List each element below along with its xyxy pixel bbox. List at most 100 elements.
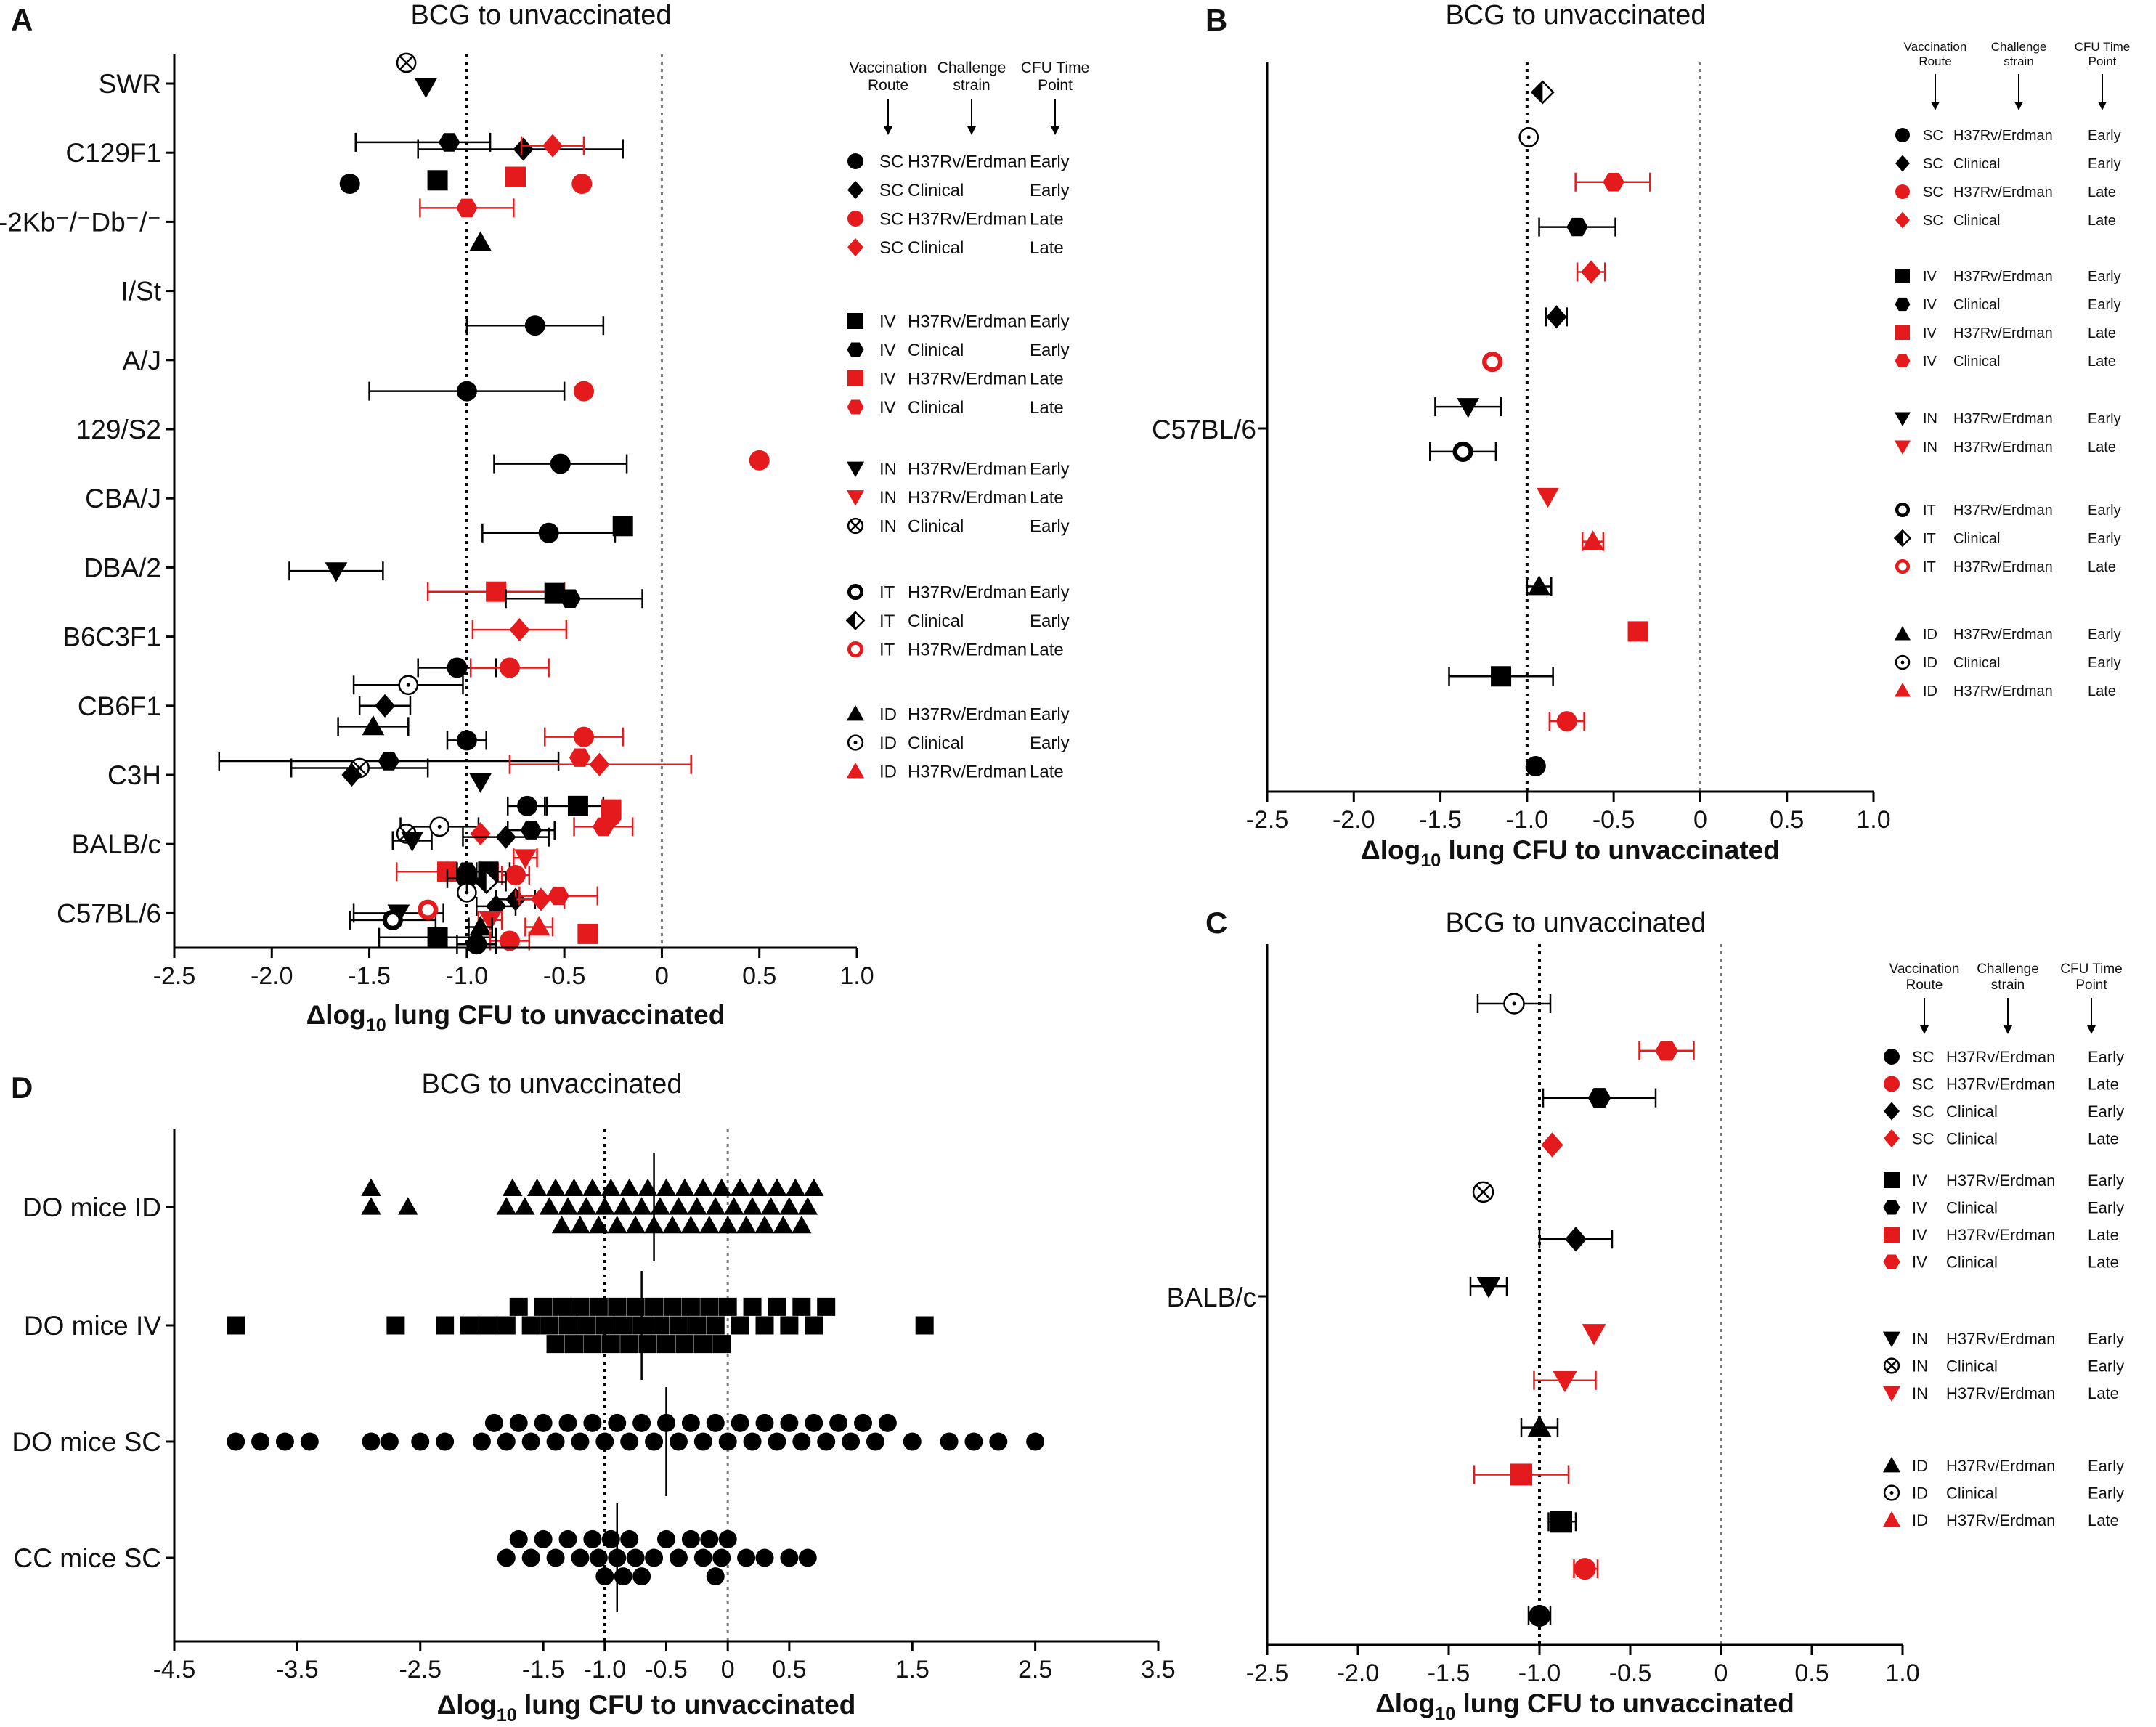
marker-shape <box>546 1335 565 1354</box>
marker-shape <box>688 1316 707 1335</box>
marker-circle <box>574 726 594 747</box>
marker-shape <box>1603 173 1624 192</box>
marker-shape <box>804 1178 824 1196</box>
legend-arrowhead <box>884 126 892 135</box>
marker-tri-up <box>804 1178 824 1196</box>
legend-route: ID <box>1912 1457 1928 1475</box>
legend-header: Vaccination <box>849 60 927 76</box>
x-axis-title-part: lung CFU to unvaccinated <box>517 1690 856 1720</box>
marker-hexagon <box>847 399 864 415</box>
marker-tri-up <box>539 1197 560 1215</box>
marker-shape <box>607 1215 627 1234</box>
marker-shape <box>1581 260 1602 284</box>
chart-title: BCG to unvaccinated <box>1445 0 1706 31</box>
marker-shape <box>553 1297 571 1316</box>
marker-shape <box>527 916 550 936</box>
marker-tri-up <box>736 1215 757 1234</box>
legend-route: IV <box>1923 297 1937 313</box>
marker-square <box>1884 1227 1900 1243</box>
legend-strain: H37Rv/Erdman <box>1953 559 2053 575</box>
marker-shape <box>1566 217 1588 237</box>
marker-tri-down <box>846 461 865 478</box>
marker-square <box>521 1316 540 1335</box>
x-tick-label: 0.5 <box>772 1656 806 1683</box>
marker-shape <box>375 694 396 718</box>
marker-shape <box>1895 354 1911 368</box>
marker-shape <box>499 930 520 951</box>
legend-strain: H37Rv/Erdman <box>1953 411 2053 427</box>
marker-circle <box>632 1413 651 1432</box>
legend-time: Late <box>2088 439 2116 455</box>
marker-shape <box>612 516 633 537</box>
marker-circle <box>571 174 593 195</box>
marker-shape <box>620 1335 639 1354</box>
marker-shape <box>675 1178 695 1196</box>
marker-tri-up <box>711 1178 732 1196</box>
legend-strain: H37Rv/Erdman <box>1946 1511 2055 1529</box>
marker-tri-down <box>401 832 424 852</box>
marker-shape <box>1556 711 1577 732</box>
marker-tri-down <box>325 562 348 582</box>
legend-time: Early <box>2088 655 2121 671</box>
legend-time: Late <box>2088 354 2116 370</box>
marker-shape <box>903 1432 922 1451</box>
marker-circle <box>466 934 487 955</box>
marker-shape <box>651 1316 670 1335</box>
legend-time: Early <box>2088 503 2121 519</box>
marker-square <box>427 170 448 191</box>
marker-circle <box>275 1432 294 1451</box>
marker-square <box>614 1316 632 1335</box>
marker-shape <box>601 1178 622 1196</box>
legend-time: Late <box>2088 1075 2119 1093</box>
marker-shape <box>693 1178 714 1196</box>
legend-route: SC <box>1923 128 1943 144</box>
marker-tri-up <box>1895 683 1911 697</box>
marker-square <box>583 1335 602 1354</box>
marker-shape <box>632 1567 651 1586</box>
legend-time: Early <box>2088 627 2121 643</box>
marker-shape <box>805 1316 823 1335</box>
marker-ring <box>1482 352 1503 373</box>
marker-tri-up <box>693 1178 714 1196</box>
marker-tri-up <box>613 1197 633 1215</box>
legend-time: Late <box>2088 1226 2119 1244</box>
marker-half-diamond <box>845 611 866 630</box>
y-tick-label: A/J <box>123 346 161 375</box>
marker-diamond <box>375 694 396 718</box>
x-tick-label: -1.5 <box>1428 1659 1470 1687</box>
marker-circle <box>645 1548 664 1567</box>
marker-shape <box>325 562 348 582</box>
marker-shape <box>1582 1324 1606 1346</box>
marker-square <box>227 1316 245 1335</box>
marker-square <box>479 1316 497 1335</box>
legend-route: ID <box>879 734 897 753</box>
legend-route: SC <box>1912 1048 1935 1066</box>
y-tick-label: DBA/2 <box>84 553 161 582</box>
marker-shape <box>595 1197 615 1215</box>
marker-circle <box>601 1529 620 1548</box>
legend-time: Early <box>2088 156 2121 172</box>
chart-title: BCG to unvaccinated <box>1445 908 1706 938</box>
marker-hexagon <box>559 589 581 608</box>
marker-hexagon <box>1883 1200 1900 1215</box>
marker-square <box>1895 325 1910 340</box>
marker-square <box>534 1297 553 1316</box>
marker-circle <box>558 1413 577 1432</box>
marker-shape <box>608 1297 627 1316</box>
marker-square <box>612 516 633 537</box>
marker-shape <box>706 1316 725 1335</box>
marker-tri-down <box>1882 1386 1901 1402</box>
marker-hexagon <box>520 821 542 840</box>
panel-b: B BCG to unvaccinated C57BL/6 -2.5 -2.0 -1.5 -… <box>1152 0 2130 871</box>
legend-time: Early <box>2088 297 2121 313</box>
marker-square <box>657 1335 675 1354</box>
marker-shape <box>780 1413 799 1432</box>
marker-circle <box>538 522 559 543</box>
marker-shape <box>595 1567 614 1586</box>
marker-circle <box>436 1432 455 1451</box>
marker-diamond <box>1895 155 1910 172</box>
marker-shape <box>915 1316 934 1335</box>
legend-strain: H37Rv/Erdman <box>1946 1226 2055 1244</box>
marker-shape <box>613 1197 633 1215</box>
marker-shape <box>275 1432 294 1451</box>
